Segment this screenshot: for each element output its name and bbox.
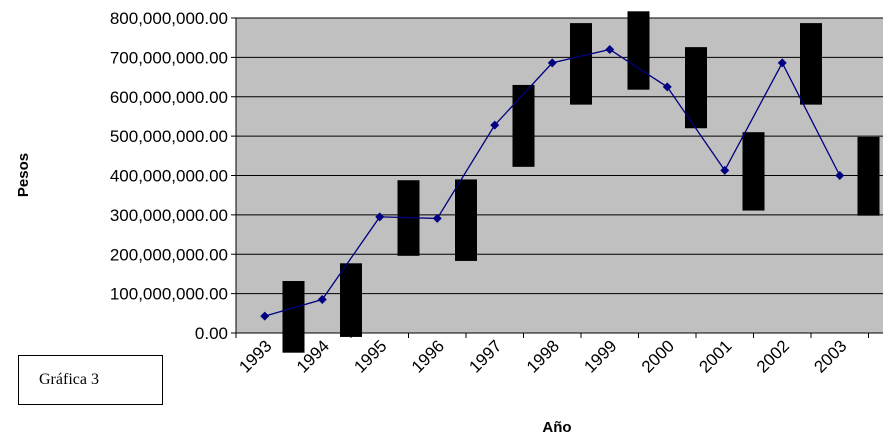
range-bar [857,136,880,216]
x-tick-label: 1995 [350,336,390,376]
range-bar [340,263,362,337]
range-bar [282,281,305,353]
y-tick-label: 600,000,000.00 [110,88,228,107]
x-tick-label: 1997 [465,336,505,376]
x-axis-label: Año [542,419,571,436]
data-point [547,58,557,68]
x-tick-label: 1996 [408,336,448,376]
y-tick-label: 0.00 [195,324,228,343]
y-axis-ticks: 0.00 100,000,000.00 200,000,000.00 300,000,… [110,9,236,343]
data-point [605,45,615,54]
data-point [662,82,672,92]
data-point [777,58,787,68]
data-point [835,171,845,180]
range-bar [627,11,650,90]
range-bar [570,23,592,105]
x-tick-label: 1993 [235,336,275,376]
figure-caption: Gráfica 3 [39,371,99,388]
range-bars [282,11,880,353]
y-tick-label: 100,000,000.00 [110,285,228,304]
y-tick-label: 200,000,000.00 [110,245,228,264]
x-tick-label: 2003 [810,336,850,376]
x-tick-label: 1998 [523,336,563,376]
x-tick-label: 2000 [638,336,678,376]
data-point [720,165,730,175]
x-tick-label: 1999 [580,336,620,376]
y-tick-label: 300,000,000.00 [110,206,228,225]
range-bar [512,84,535,167]
data-point [375,212,385,222]
y-tick-label: 800,000,000.00 [110,9,228,28]
figure-caption-box: Gráfica 3 [18,355,163,405]
y-tick-label: 700,000,000.00 [110,48,228,67]
y-axis-label: Pesos [15,153,32,197]
x-tick-label: 2002 [753,336,793,376]
y-tick-label: 400,000,000.00 [110,167,228,186]
data-point [432,213,442,223]
data-point [260,311,270,321]
range-bar [742,132,765,211]
data-point [317,295,327,305]
x-axis-ticks: 1993 1994 1995 1996 1997 1998 1999 2000 2001 2002… [235,333,869,377]
range-bar [455,179,477,261]
range-bar [800,23,822,105]
data-point [490,120,500,130]
y-tick-label: 500,000,000.00 [110,127,228,146]
range-bar [685,47,707,129]
x-tick-label: 2001 [695,336,735,376]
line-series [260,45,845,321]
